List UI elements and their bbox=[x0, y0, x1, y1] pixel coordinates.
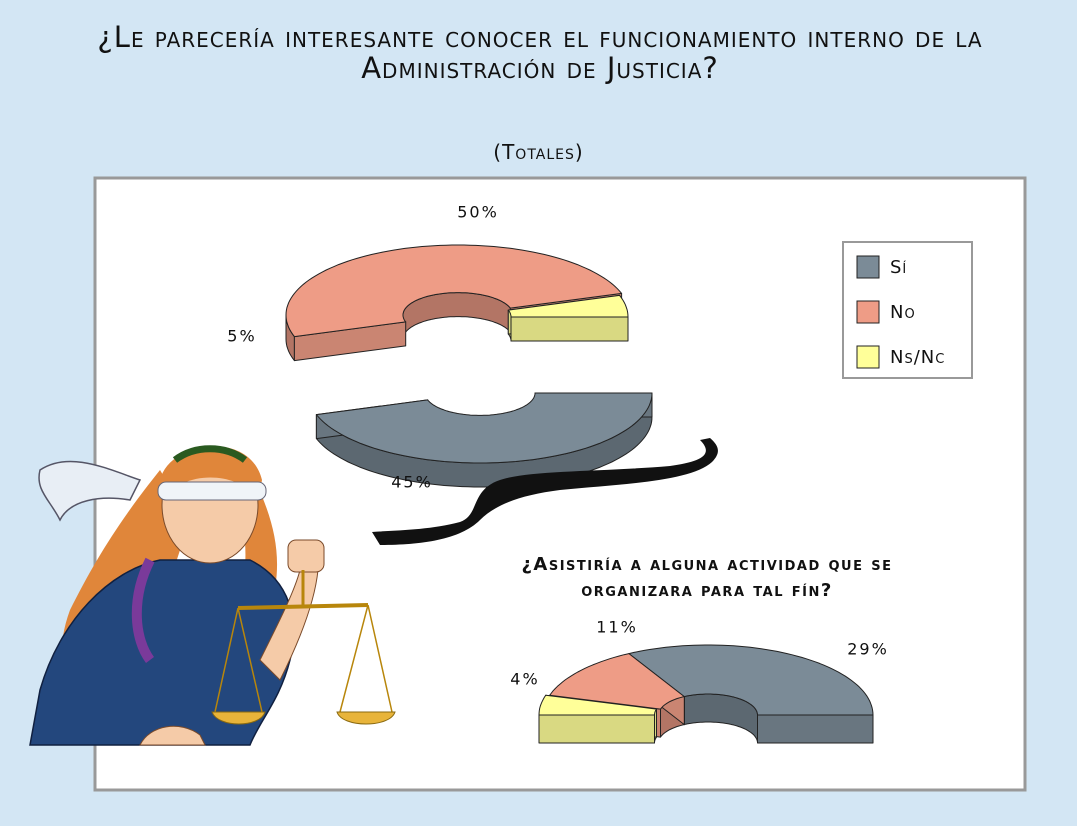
legend-swatch bbox=[857, 256, 879, 278]
data-label: 11% bbox=[596, 618, 638, 637]
data-label: 29% bbox=[847, 640, 889, 659]
legend-swatch bbox=[857, 301, 879, 323]
data-label: 5% bbox=[227, 327, 256, 346]
data-label: 45% bbox=[391, 473, 433, 492]
chart: Sí No Ns/Nc 45% 50% 5% 29% 11% 4% bbox=[0, 0, 1077, 826]
slice-end bbox=[758, 715, 874, 743]
legend-label: Ns/Nc bbox=[890, 347, 945, 368]
data-label: 50% bbox=[457, 203, 499, 222]
data-label: 4% bbox=[510, 670, 539, 689]
page: Sí No Ns/Nc 45% 50% 5% 29% 11% 4% ¿Le parecería… bbox=[0, 0, 1077, 826]
slice-end bbox=[511, 317, 628, 341]
chart-title: ¿Le parecería interesante conocer el fun… bbox=[70, 22, 1010, 84]
chart-subtitle: (Totales) bbox=[0, 140, 1077, 164]
legend-label: No bbox=[890, 302, 916, 323]
legend-swatch bbox=[857, 346, 879, 368]
sub-chart-title: ¿Asistiría a alguna actividad que se org… bbox=[462, 552, 952, 604]
legend-label: Sí bbox=[890, 257, 907, 278]
slice-end bbox=[539, 715, 655, 743]
